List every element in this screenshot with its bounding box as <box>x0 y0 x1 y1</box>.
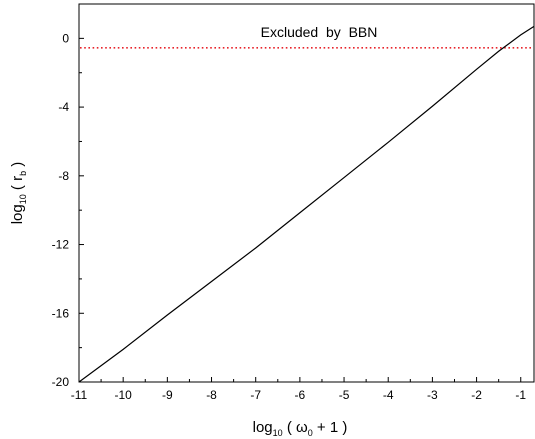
x-tick-label: -8 <box>206 388 217 402</box>
y-tick-label: 0 <box>62 31 69 45</box>
x-tick-label: -1 <box>515 388 526 402</box>
x-tick-label: -2 <box>471 388 482 402</box>
annotation-excluded-by-bbn: Excluded by BBN <box>261 24 378 40</box>
x-axis-title-prefix: log <box>253 419 273 436</box>
x-tick-label: -9 <box>162 388 173 402</box>
y-axis-title-prefix-sub: 10 <box>18 194 28 204</box>
x-axis-title: log10 ( ω0 + 1 ) <box>253 419 348 438</box>
x-tick-label: -7 <box>250 388 261 402</box>
x-axis-title-rest: + 1 ) <box>313 419 348 436</box>
y-tick-label: -8 <box>58 169 69 183</box>
y-tick-label: -20 <box>52 375 70 389</box>
y-tick-label: -12 <box>52 238 70 252</box>
x-tick-label: -3 <box>427 388 438 402</box>
y-axis-title-prefix: log <box>9 204 26 224</box>
x-tick-label: -5 <box>339 388 350 402</box>
data-series-line <box>78 25 535 383</box>
x-tick-label: -6 <box>295 388 306 402</box>
x-tick-label: -4 <box>383 388 394 402</box>
y-axis-title-symbol-sub: b <box>18 171 28 176</box>
x-axis: -11 -10 -9 -8 -7 -6 -5 -4 -3 -2 -1 <box>71 377 526 402</box>
x-axis-title-symbol-sub: 0 <box>308 428 313 438</box>
plot-area <box>78 3 535 383</box>
y-axis-title: log10 ( rb ) <box>9 162 28 225</box>
y-axis: 0 -4 -8 -12 -16 -20 <box>52 3 84 389</box>
x-axis-title-symbol: ω <box>296 419 308 436</box>
y-axis-title-open: ( <box>9 181 26 194</box>
x-axis-title-open: ( <box>283 419 296 436</box>
y-tick-label: -16 <box>52 306 70 320</box>
x-tick-label: -10 <box>115 388 133 402</box>
x-axis-title-prefix-sub: 10 <box>273 428 283 438</box>
y-tick-label: -4 <box>58 100 69 114</box>
x-tick-label: -11 <box>71 388 88 402</box>
y-axis-title-close: ) <box>9 162 26 171</box>
y-axis-title-symbol: r <box>9 176 26 181</box>
